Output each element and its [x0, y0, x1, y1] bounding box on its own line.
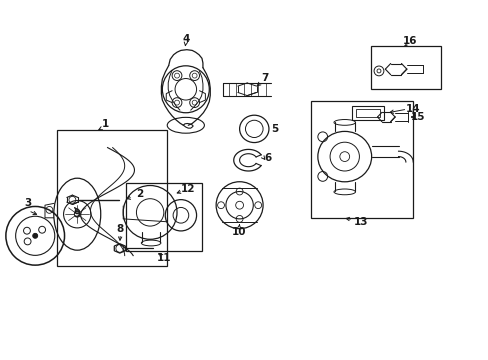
Bar: [126, 183, 202, 251]
Bar: [57, 130, 167, 266]
Text: 15: 15: [410, 112, 425, 122]
Text: 6: 6: [264, 153, 271, 163]
Text: 12: 12: [181, 184, 195, 194]
Text: 4: 4: [182, 34, 190, 44]
Bar: [370, 46, 440, 89]
Text: 9: 9: [74, 209, 81, 219]
Text: 16: 16: [402, 36, 416, 46]
Text: 5: 5: [271, 124, 278, 134]
Text: 13: 13: [353, 217, 367, 228]
Text: 14: 14: [405, 104, 420, 114]
Text: 10: 10: [231, 227, 246, 237]
Text: 8: 8: [117, 224, 123, 234]
Circle shape: [33, 233, 38, 238]
Text: 7: 7: [261, 73, 268, 84]
Text: 2: 2: [136, 189, 142, 199]
Text: 11: 11: [156, 253, 171, 264]
Text: 3: 3: [25, 198, 32, 208]
Bar: [351, 106, 383, 120]
Bar: [310, 101, 412, 218]
Bar: [355, 109, 380, 117]
Text: 1: 1: [102, 119, 108, 129]
